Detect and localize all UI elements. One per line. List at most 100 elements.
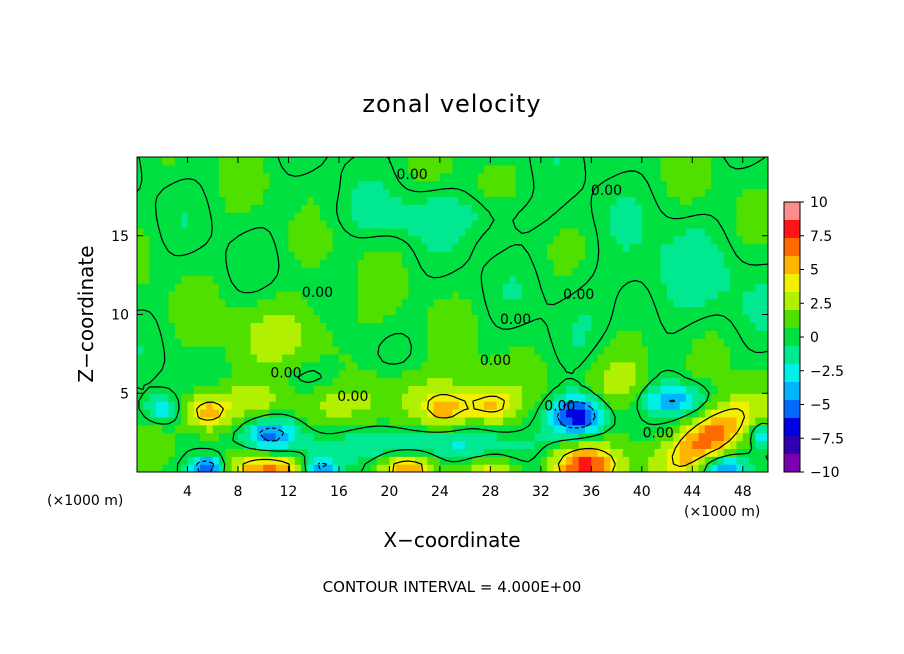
heatmap-cell [610,440,618,449]
heatmap-cell [206,220,214,229]
heatmap-cell [231,196,239,205]
heatmap-cell [408,259,416,268]
heatmap-cell [490,298,498,308]
heatmap-cell [730,235,738,245]
heatmap-cell [206,416,214,426]
heatmap-cell [711,164,719,174]
heatmap-cell [244,180,252,190]
heatmap-cell [319,424,327,434]
heatmap-cell [736,385,744,394]
heatmap-cell [553,440,561,449]
heatmap-cell [212,346,220,355]
heatmap-cell [219,227,226,237]
heatmap-cell [307,456,315,465]
heatmap-cell [174,432,182,442]
heatmap-cell [692,164,700,174]
heatmap-cell [237,298,245,308]
heatmap-cell [446,275,454,284]
colorbar-swatch [784,418,800,437]
heatmap-cell [616,314,624,323]
heatmap-cell [143,196,151,205]
heatmap-cell [723,204,731,213]
heatmap-cell [414,259,422,268]
heatmap-cell [673,440,681,449]
heatmap-cell [641,220,649,229]
heatmap-cell [433,180,441,190]
heatmap-cell [168,306,176,316]
heatmap-cell [603,196,611,205]
heatmap-cell [502,164,510,174]
heatmap-cell [414,424,422,434]
heatmap-cell [237,251,245,260]
heatmap-cell [219,322,226,331]
heatmap-cell [351,235,359,245]
heatmap-cell [616,259,624,268]
heatmap-cell [143,180,151,190]
heatmap-cell [723,267,731,276]
heatmap-cell [502,424,510,434]
heatmap-cell [155,157,163,166]
heatmap-cell [749,393,756,402]
heatmap-cell [420,275,428,284]
heatmap-cell [433,314,441,323]
heatmap-cell [578,275,586,284]
heatmap-cell [471,440,479,449]
heatmap-cell [742,369,750,379]
heatmap-cell [338,432,346,442]
heatmap-cell [168,401,176,410]
heatmap-cell [597,235,605,245]
heatmap-cell [319,267,327,276]
heatmap-cell [654,401,662,410]
heatmap-cell [736,416,744,426]
heatmap-cell [370,275,378,284]
heatmap-cell [484,298,491,308]
heatmap-cell [420,393,428,402]
heatmap-cell [143,204,151,213]
heatmap-cell [376,251,384,260]
heatmap-cell [376,283,384,292]
heatmap-cell [597,196,605,205]
heatmap-cell [755,409,763,418]
heatmap-cell [704,290,712,300]
heatmap-cell [301,448,308,457]
heatmap-cell [667,369,674,379]
heatmap-cell [490,416,498,426]
heatmap-cell [742,283,750,292]
heatmap-cell [654,338,662,347]
heatmap-cell [256,275,264,284]
heatmap-cell [477,243,485,253]
heatmap-cell [149,346,157,355]
heatmap-cell [610,401,618,410]
heatmap-cell [389,361,397,371]
heatmap-cell [332,298,340,308]
heatmap-cell [591,369,599,379]
heatmap-cell [742,290,750,300]
heatmap-cell [603,243,611,253]
heatmap-cell [685,424,693,434]
heatmap-cell [616,196,624,205]
heatmap-cell [181,283,189,292]
heatmap-cell [206,409,214,418]
heatmap-cell [635,432,643,442]
heatmap-cell [181,243,189,253]
heatmap-cell [490,369,498,379]
heatmap-cell [591,298,599,308]
heatmap-cell [288,322,296,331]
heatmap-cell [319,377,327,386]
heatmap-cell [509,220,517,229]
heatmap-cell [490,235,498,245]
heatmap-cell [477,204,485,213]
heatmap-cell [515,204,523,213]
heatmap-cell [509,448,517,457]
heatmap-cell [692,409,700,418]
heatmap-cell [402,267,409,276]
heatmap-cell [547,322,555,331]
heatmap-cell [389,172,397,182]
heatmap-cell [212,330,220,339]
heatmap-cell [420,227,428,237]
heatmap-cell [585,448,592,457]
heatmap-cell [395,227,403,237]
heatmap-cell [389,196,397,205]
heatmap-cell [408,393,416,402]
heatmap-cell [326,283,334,292]
